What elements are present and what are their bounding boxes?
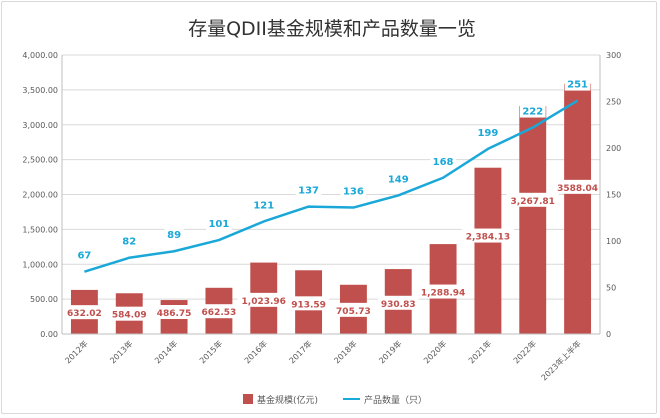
- line-data-label: 136: [343, 187, 364, 198]
- line-data-label: 251: [567, 80, 588, 91]
- bar-label-bg: [237, 292, 290, 307]
- line-path: [84, 99, 579, 273]
- x-category-label: 2022年: [511, 338, 538, 365]
- x-category-label: 2019年: [377, 338, 404, 365]
- bar: [474, 167, 502, 334]
- bar-data-label: 632.02: [67, 309, 102, 319]
- line-label-bg: [74, 248, 95, 262]
- gridlines: [62, 54, 600, 335]
- bar-label-bg: [333, 302, 374, 317]
- y-right-tick-label: 300: [606, 51, 621, 60]
- line-data-label: 89: [167, 230, 181, 241]
- bar-data-label: 662.53: [202, 308, 237, 318]
- y-right-tick-label: 0: [606, 330, 611, 339]
- bar: [519, 106, 547, 334]
- bar-series: [70, 83, 592, 334]
- y-right-tick-label: 250: [606, 98, 621, 107]
- line-data-label: 168: [433, 157, 454, 168]
- x-category-label: 2014年: [152, 338, 179, 365]
- bar-data-labels: 632.02 584.09 486.75 662.53 1,023.96 913.59 70…: [64, 179, 601, 321]
- y-left-tick-label: 0.00: [40, 330, 58, 339]
- line-data-labels: 67 82 89 101 121 137 136 149 168 199 222 251: [74, 77, 591, 262]
- y-left-tick-label: 3,500.00: [22, 86, 58, 95]
- line-label-bg: [430, 154, 456, 168]
- bar-data-label: 1,288.94: [421, 289, 465, 299]
- legend-bar-swatch: [243, 394, 253, 404]
- bar-label-bg: [377, 295, 419, 310]
- y-left-tick-label: 2,000.00: [22, 191, 58, 200]
- x-category-label: 2021年: [466, 338, 493, 365]
- x-category-label: 2020年: [421, 338, 448, 365]
- line-data-label: 82: [122, 237, 136, 248]
- line-data-label: 67: [77, 251, 91, 262]
- bar-label-bg: [153, 305, 195, 319]
- bar-data-label: 705.73: [336, 307, 371, 317]
- y-left-tick-label: 4,000.00: [22, 51, 58, 60]
- bar: [564, 83, 592, 334]
- line-label-bg: [385, 172, 412, 186]
- line-data-label: 137: [298, 186, 319, 197]
- y-left-tick-label: 1,000.00: [22, 260, 58, 269]
- y-left-tick-label: 3,000.00: [22, 121, 58, 130]
- y-right-tick-label: 50: [606, 284, 616, 293]
- legend-bar-label: 基金规模(亿元): [257, 394, 318, 406]
- y-left-tick-label: 500.00: [30, 295, 58, 304]
- x-category-label: 2016年: [242, 338, 269, 365]
- line-label-bg: [340, 184, 367, 198]
- y-left-tick-label: 1,500.00: [22, 225, 58, 234]
- chart-title: 存量QDII基金规模和产品数量一览: [188, 18, 476, 40]
- y-right-tick-label: 150: [606, 191, 621, 200]
- line-label-bg: [564, 77, 591, 91]
- line-label-bg: [164, 228, 184, 242]
- line-series: [84, 99, 579, 273]
- bar-data-label: 913.59: [291, 300, 326, 310]
- line-label-bg: [206, 217, 232, 231]
- bar-label-bg: [64, 305, 105, 320]
- line-data-label: 222: [522, 107, 543, 118]
- bar-data-label: 3,267.81: [511, 197, 555, 207]
- y-left-tick-label: 2,500.00: [22, 156, 58, 165]
- bar-data-label: 1,023.96: [242, 297, 286, 307]
- bar-data-label: 3588.04: [557, 184, 598, 194]
- line-label-bg: [119, 234, 139, 248]
- bar-label-bg: [506, 192, 559, 207]
- x-category-label: 2015年: [197, 338, 224, 365]
- line-data-label: 121: [253, 200, 274, 211]
- line-data-label: 101: [208, 219, 229, 230]
- x-category-label: 2012年: [63, 338, 90, 365]
- bar-label-bg: [108, 306, 150, 321]
- line-label-bg: [475, 125, 501, 139]
- line-label-bg: [519, 104, 546, 118]
- x-category-label: 2018年: [332, 338, 359, 365]
- bar-label-bg: [198, 304, 240, 319]
- line-label-bg: [295, 183, 322, 197]
- line-data-label: 199: [477, 128, 498, 139]
- y-right-tick-label: 200: [606, 144, 621, 153]
- legend: 基金规模(亿元) 产品数量（只）: [243, 394, 427, 406]
- bar-label-bg: [416, 284, 470, 299]
- x-category-label: 2017年: [287, 338, 314, 365]
- bar-data-label: 930.83: [381, 300, 416, 310]
- bar-data-label: 2,384.13: [466, 233, 510, 243]
- bar-label-bg: [461, 228, 515, 243]
- bar-label-bg: [288, 296, 329, 311]
- legend-line-label: 产品数量（只）: [364, 394, 427, 406]
- line-label-bg: [250, 198, 277, 212]
- x-category-label: 2013年: [108, 338, 135, 365]
- x-category-label: 2023年上半年: [539, 338, 583, 382]
- bar-data-label: 584.09: [112, 311, 147, 321]
- line-data-label: 149: [388, 174, 409, 185]
- y-right-tick-label: 100: [606, 237, 621, 246]
- bar-label-bg: [554, 179, 601, 194]
- bar-data-label: 486.75: [157, 309, 192, 319]
